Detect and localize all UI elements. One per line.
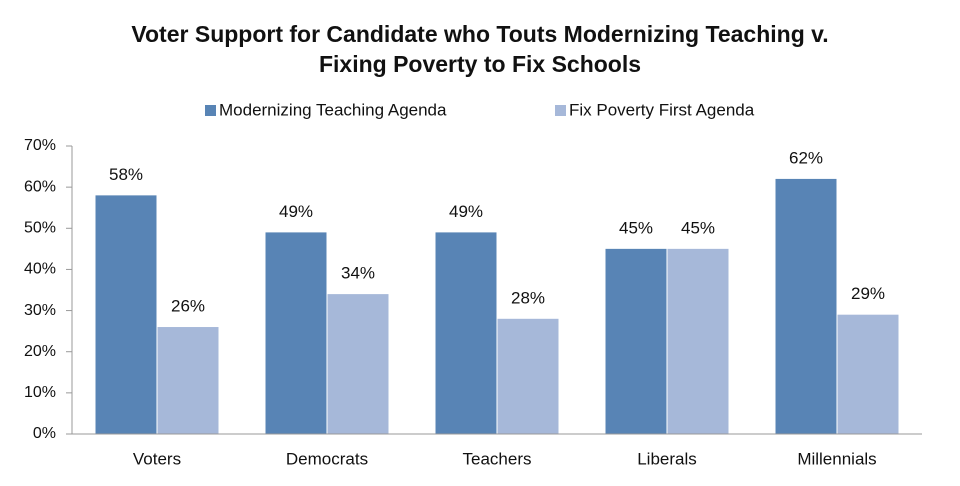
value-label: 45% bbox=[681, 218, 715, 237]
y-tick-label: 0% bbox=[33, 425, 56, 442]
value-label: 49% bbox=[449, 202, 483, 221]
chart-title: Fixing Poverty to Fix Schools bbox=[319, 51, 641, 77]
y-tick-label: 70% bbox=[24, 137, 56, 154]
value-label: 34% bbox=[341, 264, 375, 283]
bar bbox=[667, 248, 729, 434]
bar bbox=[837, 314, 899, 434]
bar bbox=[327, 294, 389, 434]
value-label: 45% bbox=[619, 218, 653, 237]
value-label: 29% bbox=[851, 284, 885, 303]
bar bbox=[435, 232, 497, 434]
bar bbox=[497, 318, 559, 434]
bar bbox=[95, 195, 157, 434]
y-tick-label: 40% bbox=[24, 261, 56, 278]
bar bbox=[605, 248, 667, 434]
x-tick-label: Voters bbox=[133, 449, 181, 468]
y-tick-label: 30% bbox=[24, 302, 56, 319]
value-label: 62% bbox=[789, 148, 823, 167]
value-label: 28% bbox=[511, 288, 545, 307]
x-tick-label: Teachers bbox=[463, 449, 532, 468]
legend-label: Fix Poverty First Agenda bbox=[569, 100, 755, 119]
legend-swatch bbox=[205, 105, 216, 116]
bar bbox=[265, 232, 327, 434]
legend-label: Modernizing Teaching Agenda bbox=[219, 100, 447, 119]
legend-swatch bbox=[555, 105, 566, 116]
value-label: 49% bbox=[279, 202, 313, 221]
y-tick-label: 20% bbox=[24, 343, 56, 360]
y-tick-label: 60% bbox=[24, 178, 56, 195]
chart-title: Voter Support for Candidate who Touts Mo… bbox=[131, 21, 828, 47]
value-label: 58% bbox=[109, 165, 143, 184]
x-tick-label: Liberals bbox=[637, 449, 697, 468]
x-tick-label: Millennials bbox=[797, 449, 876, 468]
bar bbox=[775, 178, 837, 434]
y-tick-label: 10% bbox=[24, 384, 56, 401]
y-tick-label: 50% bbox=[24, 220, 56, 237]
bar bbox=[157, 327, 219, 434]
value-label: 26% bbox=[171, 297, 205, 316]
x-tick-label: Democrats bbox=[286, 449, 368, 468]
